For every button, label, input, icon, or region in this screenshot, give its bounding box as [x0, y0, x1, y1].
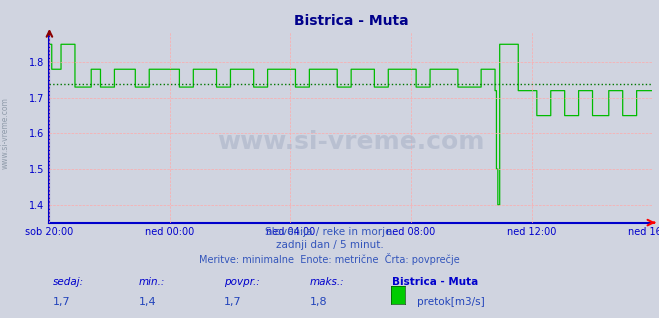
Text: min.:: min.: — [138, 277, 165, 287]
Text: www.si-vreme.com: www.si-vreme.com — [217, 130, 484, 155]
Text: pretok[m3/s]: pretok[m3/s] — [417, 297, 485, 307]
Text: www.si-vreme.com: www.si-vreme.com — [1, 98, 10, 169]
Text: Slovenija / reke in morje.: Slovenija / reke in morje. — [264, 227, 395, 237]
Text: 1,7: 1,7 — [53, 297, 71, 307]
Title: Bistrica - Muta: Bistrica - Muta — [294, 14, 408, 28]
Text: maks.:: maks.: — [310, 277, 345, 287]
Text: zadnji dan / 5 minut.: zadnji dan / 5 minut. — [275, 240, 384, 250]
Text: Bistrica - Muta: Bistrica - Muta — [392, 277, 478, 287]
Text: sedaj:: sedaj: — [53, 277, 84, 287]
Text: 1,8: 1,8 — [310, 297, 328, 307]
Text: povpr.:: povpr.: — [224, 277, 260, 287]
Text: 1,4: 1,4 — [138, 297, 156, 307]
Text: Meritve: minimalne  Enote: metrične  Črta: povprečje: Meritve: minimalne Enote: metrične Črta:… — [199, 253, 460, 265]
Text: 1,7: 1,7 — [224, 297, 242, 307]
